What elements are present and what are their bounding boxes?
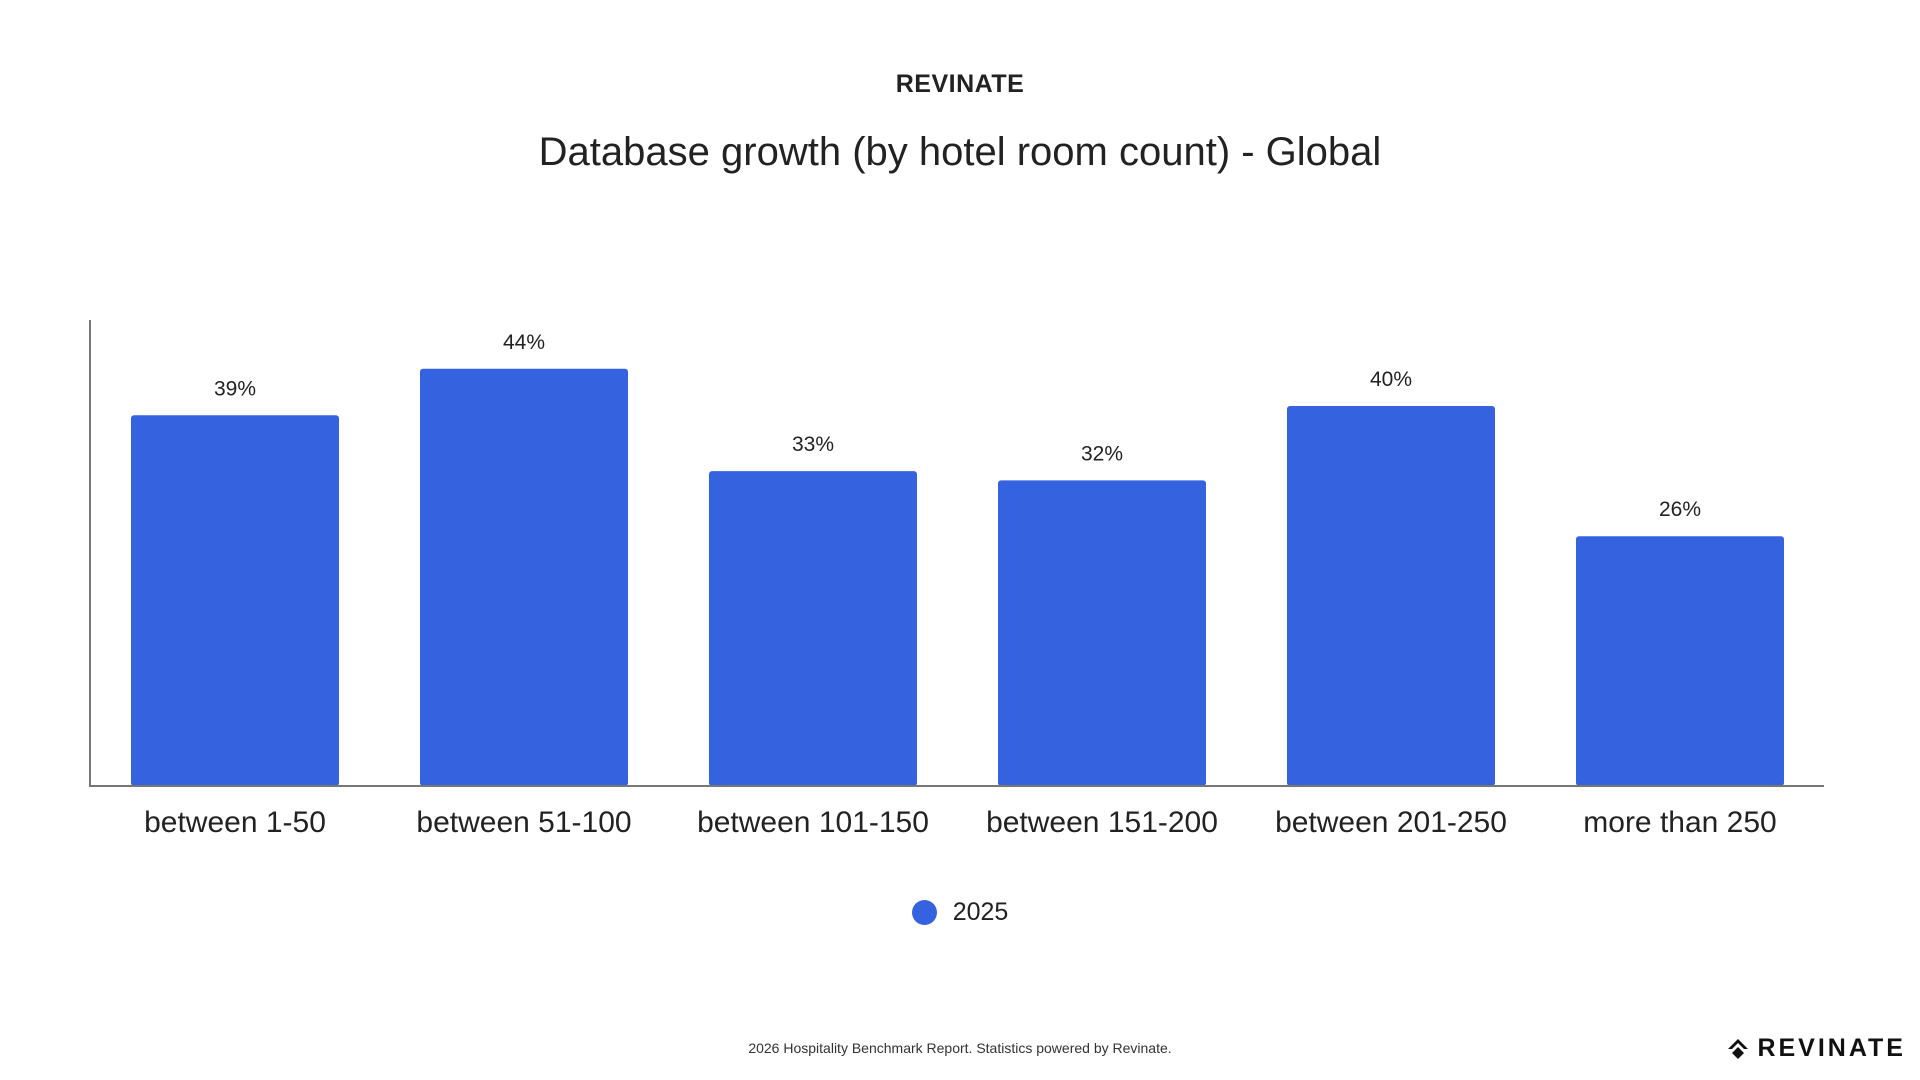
bar-1 — [131, 415, 339, 786]
legend: 2025 — [0, 898, 1920, 927]
bar-5 — [1287, 406, 1495, 786]
chart-title: Database growth (by hotel room count) - … — [538, 130, 1382, 174]
brand-header: REVINATE — [895, 70, 1025, 98]
revinate-logo-icon — [1728, 1038, 1749, 1059]
data-labels-layer: 39% 44% 33% 32% 40% 26% — [214, 331, 1701, 521]
data-label-5: 40% — [1370, 368, 1412, 391]
x-tick-label-6: more than 250 — [1583, 806, 1776, 839]
bar-3 — [709, 471, 917, 786]
bars-layer — [131, 368, 1784, 786]
legend-marker — [911, 900, 937, 925]
x-tick-label-3: between 101-150 — [697, 806, 929, 839]
revinate-logo: REVINATE — [1727, 1034, 1906, 1063]
x-tick-label-5: between 201-250 — [1275, 806, 1507, 839]
bar-6 — [1576, 536, 1784, 786]
data-label-6: 26% — [1659, 498, 1701, 521]
x-tick-labels-layer: between 1-50 between 51-100 between 101-15… — [144, 806, 1777, 839]
data-label-4: 32% — [1081, 442, 1123, 465]
x-tick-label-4: between 151-200 — [986, 806, 1218, 839]
legend-label: 2025 — [952, 898, 1009, 926]
logo-wordmark: REVINATE — [1757, 1034, 1906, 1062]
footer-note: 2026 Hospitality Benchmark Report. Stati… — [748, 1040, 1172, 1056]
data-label-2: 44% — [503, 331, 545, 354]
x-tick-label-1: between 1-50 — [144, 806, 326, 839]
bar-2 — [420, 368, 628, 786]
data-label-1: 39% — [214, 377, 256, 400]
data-label-3: 33% — [792, 433, 834, 456]
x-tick-label-2: between 51-100 — [416, 806, 631, 839]
bar-4 — [998, 480, 1206, 786]
